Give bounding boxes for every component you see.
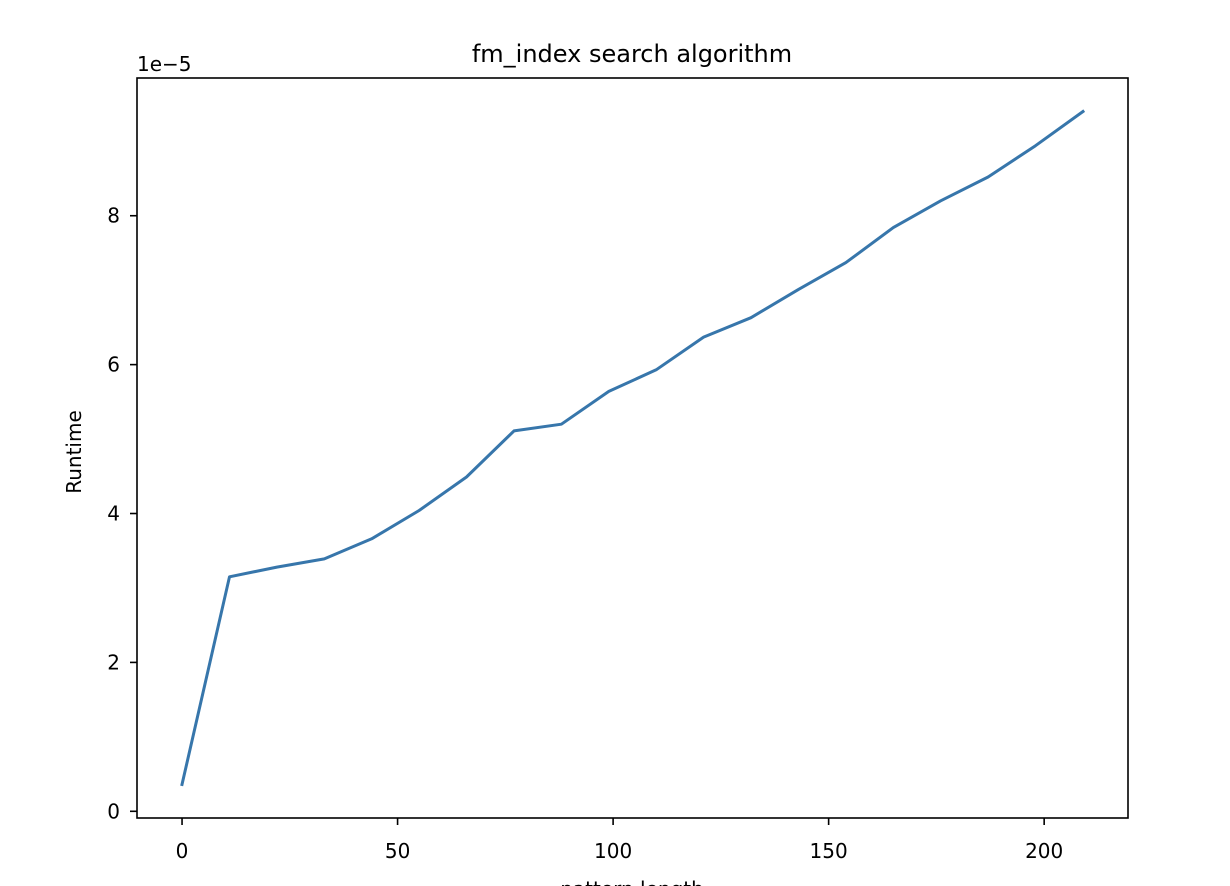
x-axis-ticks: 0 50 100 150 200 bbox=[176, 818, 1063, 863]
plot-area-frame bbox=[136, 77, 1129, 819]
y-tick-label: 2 bbox=[107, 650, 120, 674]
x-tick-label: 150 bbox=[810, 839, 848, 863]
x-tick-label: 0 bbox=[176, 839, 189, 863]
runtime-series-line bbox=[180, 109, 1086, 787]
y-tick-label: 8 bbox=[107, 204, 120, 228]
x-axis-label: pattern length bbox=[560, 877, 704, 886]
y-tick-label: 6 bbox=[107, 353, 120, 377]
x-tick-label: 50 bbox=[385, 839, 410, 863]
y-tick-label: 0 bbox=[107, 799, 120, 823]
x-tick-label: 100 bbox=[594, 839, 632, 863]
y-axis-ticks: 0 2 4 6 8 bbox=[107, 204, 137, 823]
y-tick-label: 4 bbox=[107, 502, 120, 526]
x-tick-label: 200 bbox=[1025, 839, 1063, 863]
y-axis-offset-label: 1e−5 bbox=[137, 52, 192, 76]
y-axis-label: Runtime bbox=[62, 410, 86, 494]
chart-title: fm_index search algorithm bbox=[472, 40, 792, 68]
